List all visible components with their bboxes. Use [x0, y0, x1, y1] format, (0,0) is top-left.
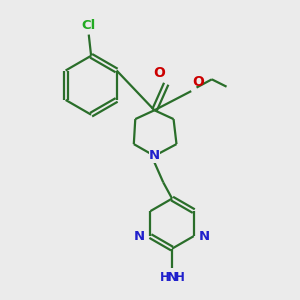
Text: O: O [192, 75, 204, 89]
Text: N: N [134, 230, 145, 243]
Text: N: N [167, 271, 178, 284]
Text: H: H [160, 271, 170, 284]
Text: Cl: Cl [82, 19, 96, 32]
Text: N: N [199, 230, 210, 243]
Text: N: N [149, 149, 160, 162]
Text: H: H [175, 271, 184, 284]
Text: O: O [153, 66, 165, 80]
